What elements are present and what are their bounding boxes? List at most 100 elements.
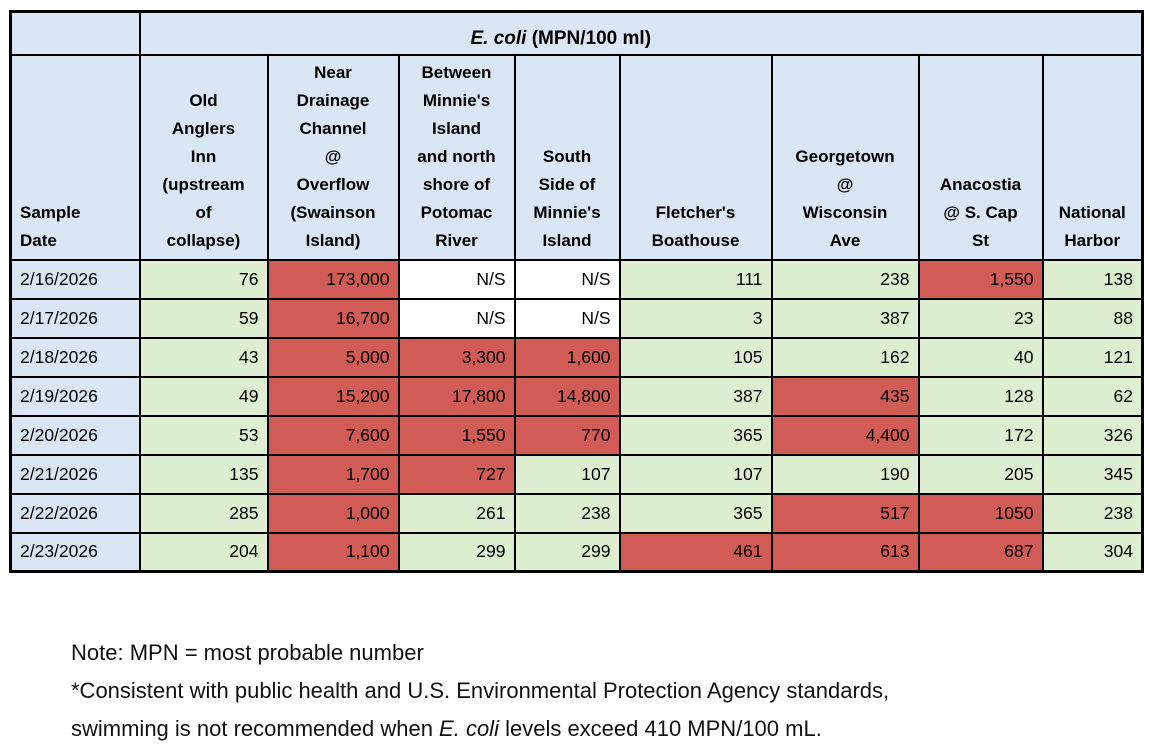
- col-header-sample-date: Sample Date: [9, 53, 141, 261]
- sample-date-cell: 2/16/2026: [9, 258, 141, 300]
- table-row: 2/20/2026 53 7,600 1,550 770 365 4,400 172 326: [9, 414, 1144, 456]
- ecoli-table: E. coli (MPN/100 ml) Sample Date Old Ang…: [9, 10, 1144, 573]
- note-mpn-definition: Note: MPN = most probable number: [71, 640, 424, 665]
- table-row: 2/17/2026 59 16,700 N/S N/S 3 387 23 88: [9, 297, 1144, 339]
- value-cell: 1,000: [266, 492, 400, 534]
- notes: Note: MPN = most probable number *Consis…: [71, 634, 1131, 748]
- note-swimming-suffix: levels exceed 410 MPN/100 mL.: [498, 716, 822, 741]
- value-cell: 190: [770, 453, 920, 495]
- value-cell: N/S: [513, 297, 621, 339]
- table-title-unit: (MPN/100 ml): [526, 27, 652, 49]
- value-cell: 1,600: [513, 336, 621, 378]
- value-cell: 326: [1041, 414, 1144, 456]
- value-cell: 107: [513, 453, 621, 495]
- table-row: 2/22/2026 285 1,000 261 238 365 517 1050 238: [9, 492, 1144, 534]
- value-cell: 345: [1041, 453, 1144, 495]
- value-cell: 461: [618, 531, 773, 573]
- table-container: E. coli (MPN/100 ml) Sample Date Old Ang…: [9, 10, 1144, 741]
- value-cell: 299: [513, 531, 621, 573]
- table-row: 2/16/2026 76 173,000 N/S N/S 111 238 1,550 138: [9, 258, 1144, 300]
- sample-date-cell: 2/19/2026: [9, 375, 141, 417]
- value-cell: 173,000: [266, 258, 400, 300]
- value-cell: 138: [1041, 258, 1144, 300]
- col-header-near-drainage-channel: Near Drainage Channel @ Overflow (Swains…: [266, 53, 400, 261]
- value-cell: 205: [917, 453, 1044, 495]
- value-cell: 105: [618, 336, 773, 378]
- value-cell: 238: [1041, 492, 1144, 534]
- table-body: 2/16/2026 76 173,000 N/S N/S 111 238 1,550 138 2/…: [9, 258, 1144, 573]
- table-row: 2/19/2026 49 15,200 17,800 14,800 387 435 128 62: [9, 375, 1144, 417]
- note-ecoli-italic: E. coli: [439, 716, 499, 741]
- value-cell: 3,300: [397, 336, 516, 378]
- value-cell: 128: [917, 375, 1044, 417]
- value-cell: 15,200: [266, 375, 400, 417]
- title-row: E. coli (MPN/100 ml): [9, 10, 1144, 56]
- value-cell: 387: [770, 297, 920, 339]
- note-epa-standards: *Consistent with public health and U.S. …: [71, 678, 890, 703]
- value-cell: 14,800: [513, 375, 621, 417]
- sample-date-cell: 2/20/2026: [9, 414, 141, 456]
- value-cell: 517: [770, 492, 920, 534]
- value-cell: 40: [917, 336, 1044, 378]
- value-cell: 3: [618, 297, 773, 339]
- value-cell: 238: [770, 258, 920, 300]
- value-cell: 238: [513, 492, 621, 534]
- note-swimming-threshold: swimming is not recommended when E. coli…: [71, 710, 1131, 748]
- sample-date-cell: 2/23/2026: [9, 531, 141, 573]
- value-cell: N/S: [397, 297, 516, 339]
- value-cell: 304: [1041, 531, 1144, 573]
- value-cell: 16,700: [266, 297, 400, 339]
- value-cell: 53: [138, 414, 269, 456]
- value-cell: 261: [397, 492, 516, 534]
- col-header-between-minnies-island: Between Minnie's Island and north shore …: [397, 53, 516, 261]
- value-cell: 687: [917, 531, 1044, 573]
- value-cell: 4,400: [770, 414, 920, 456]
- value-cell: 107: [618, 453, 773, 495]
- value-cell: 49: [138, 375, 269, 417]
- value-cell: 5,000: [266, 336, 400, 378]
- value-cell: 88: [1041, 297, 1144, 339]
- col-header-georgetown-wisconsin-ave: Georgetown @ Wisconsin Ave: [770, 53, 920, 261]
- value-cell: 365: [618, 414, 773, 456]
- value-cell: 135: [138, 453, 269, 495]
- value-cell: 172: [917, 414, 1044, 456]
- table-row: 2/21/2026 135 1,700 727 107 107 190 205 345: [9, 453, 1144, 495]
- value-cell: 1,550: [917, 258, 1044, 300]
- value-cell: N/S: [513, 258, 621, 300]
- value-cell: 613: [770, 531, 920, 573]
- value-cell: 76: [138, 258, 269, 300]
- value-cell: 17,800: [397, 375, 516, 417]
- value-cell: 62: [1041, 375, 1144, 417]
- value-cell: 299: [397, 531, 516, 573]
- col-header-south-side-minnies-island: South Side of Minnie's Island: [513, 53, 621, 261]
- value-cell: 59: [138, 297, 269, 339]
- value-cell: 285: [138, 492, 269, 534]
- sample-date-cell: 2/22/2026: [9, 492, 141, 534]
- note-swimming-prefix: swimming is not recommended when: [71, 716, 440, 741]
- sample-date-cell: 2/17/2026: [9, 297, 141, 339]
- value-cell: 204: [138, 531, 269, 573]
- table-row: 2/18/2026 43 5,000 3,300 1,600 105 162 40 121: [9, 336, 1144, 378]
- col-header-national-harbor: National Harbor: [1041, 53, 1144, 261]
- value-cell: 727: [397, 453, 516, 495]
- table-title-italic: E. coli: [470, 27, 527, 49]
- value-cell: 770: [513, 414, 621, 456]
- col-header-anacostia-s-cap-st: Anacostia @ S. Cap St: [917, 53, 1044, 261]
- sample-date-cell: 2/21/2026: [9, 453, 141, 495]
- value-cell: 1,700: [266, 453, 400, 495]
- value-cell: 111: [618, 258, 773, 300]
- value-cell: 162: [770, 336, 920, 378]
- value-cell: 23: [917, 297, 1044, 339]
- col-header-fletchers-boathouse: Fletcher's Boathouse: [618, 53, 773, 261]
- column-header-row: Sample Date Old Anglers Inn (upstream of…: [9, 53, 1144, 261]
- sample-date-cell: 2/18/2026: [9, 336, 141, 378]
- value-cell: 1050: [917, 492, 1044, 534]
- value-cell: 365: [618, 492, 773, 534]
- value-cell: 387: [618, 375, 773, 417]
- value-cell: N/S: [397, 258, 516, 300]
- value-cell: 1,100: [266, 531, 400, 573]
- corner-cell: [9, 10, 141, 56]
- value-cell: 435: [770, 375, 920, 417]
- value-cell: 7,600: [266, 414, 400, 456]
